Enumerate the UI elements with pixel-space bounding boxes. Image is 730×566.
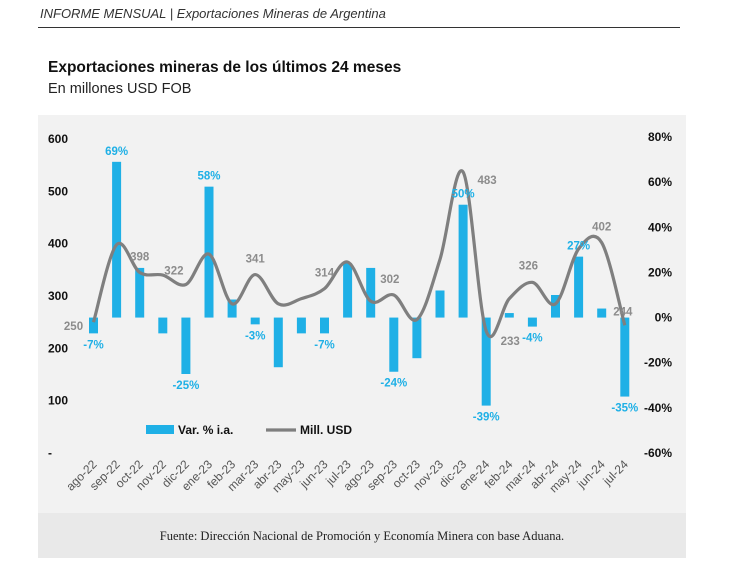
bar	[135, 267, 145, 318]
bar	[181, 317, 191, 374]
right-tick-label: 80%	[648, 130, 672, 144]
left-tick-label: -	[48, 446, 52, 460]
bar-value-label: -3%	[245, 330, 265, 342]
bar	[458, 204, 468, 318]
legend-bar-swatch	[146, 425, 174, 434]
bar-value-label: -4%	[522, 333, 542, 345]
bar-value-label: -39%	[473, 412, 500, 424]
bar	[158, 317, 168, 334]
usd-line	[91, 169, 627, 339]
source-box: Fuente: Dirección Nacional de Promoción …	[38, 513, 686, 558]
left-tick-label: 200	[48, 341, 68, 355]
bar-value-label: 69%	[105, 146, 128, 158]
line-value-label: 402	[592, 222, 611, 234]
bar	[504, 313, 514, 318]
bar	[389, 317, 399, 372]
line-value-label: 322	[164, 265, 183, 277]
left-tick-label: 400	[48, 237, 68, 251]
bar	[551, 295, 560, 318]
bar	[112, 161, 122, 318]
left-tick-label: 100	[48, 394, 68, 408]
line-value-label: 233	[501, 336, 520, 348]
bar	[273, 317, 283, 368]
right-tick-label: 20%	[648, 265, 672, 279]
bar	[89, 317, 98, 334]
header-divider	[38, 27, 680, 28]
legend-bar-label: Var. % i.a.	[178, 423, 233, 437]
right-tick-label: -40%	[644, 401, 672, 415]
bar	[204, 186, 214, 318]
line-value-label: 398	[130, 251, 150, 263]
right-tick-label: 0%	[655, 311, 673, 325]
bar	[481, 317, 491, 406]
bar	[597, 308, 607, 318]
line-value-label: 341	[246, 254, 266, 266]
left-tick-label: 500	[48, 184, 68, 198]
bar-value-label: -24%	[380, 378, 407, 390]
bar-value-label: -35%	[611, 403, 638, 415]
bar-value-label: 58%	[197, 171, 220, 183]
bar	[343, 263, 353, 318]
legend-line-label: Mill. USD	[300, 423, 352, 437]
x-tick-label: jul-24	[600, 457, 632, 489]
bar	[250, 317, 260, 325]
line-value-label: 483	[478, 175, 497, 187]
chart-title: Exportaciones mineras de los últimos 24 …	[48, 59, 402, 76]
bar	[366, 267, 376, 318]
line-value-label: 244	[613, 306, 633, 318]
line-value-label: 326	[519, 260, 538, 272]
bar-value-label: -25%	[172, 380, 199, 392]
bar-value-label: -7%	[83, 339, 103, 351]
line-value-label: 302	[380, 274, 399, 286]
bar	[574, 256, 584, 318]
line-value-label: 314	[315, 268, 335, 280]
bar-value-label: 50%	[452, 189, 475, 201]
bar	[296, 317, 306, 334]
bar-value-label: -7%	[314, 339, 334, 351]
bar	[620, 317, 630, 397]
bar	[227, 299, 237, 318]
bar	[412, 317, 422, 359]
line-value-label: 250	[64, 321, 83, 333]
right-tick-label: -60%	[644, 446, 672, 460]
bar	[527, 317, 537, 327]
right-tick-label: 40%	[648, 220, 672, 234]
bar	[435, 290, 445, 318]
right-tick-label: 60%	[648, 175, 672, 189]
left-tick-label: 300	[48, 289, 68, 303]
bar-value-label: 27%	[567, 241, 590, 253]
chart-subtitle: En millones USD FOB	[48, 81, 192, 97]
bar	[320, 317, 329, 334]
source-text: Fuente: Dirección Nacional de Promoción …	[159, 529, 565, 543]
left-tick-label: 600	[48, 132, 68, 146]
report-header: INFORME MENSUAL | Exportaciones Mineras …	[40, 6, 386, 21]
right-tick-label: -20%	[644, 356, 672, 370]
